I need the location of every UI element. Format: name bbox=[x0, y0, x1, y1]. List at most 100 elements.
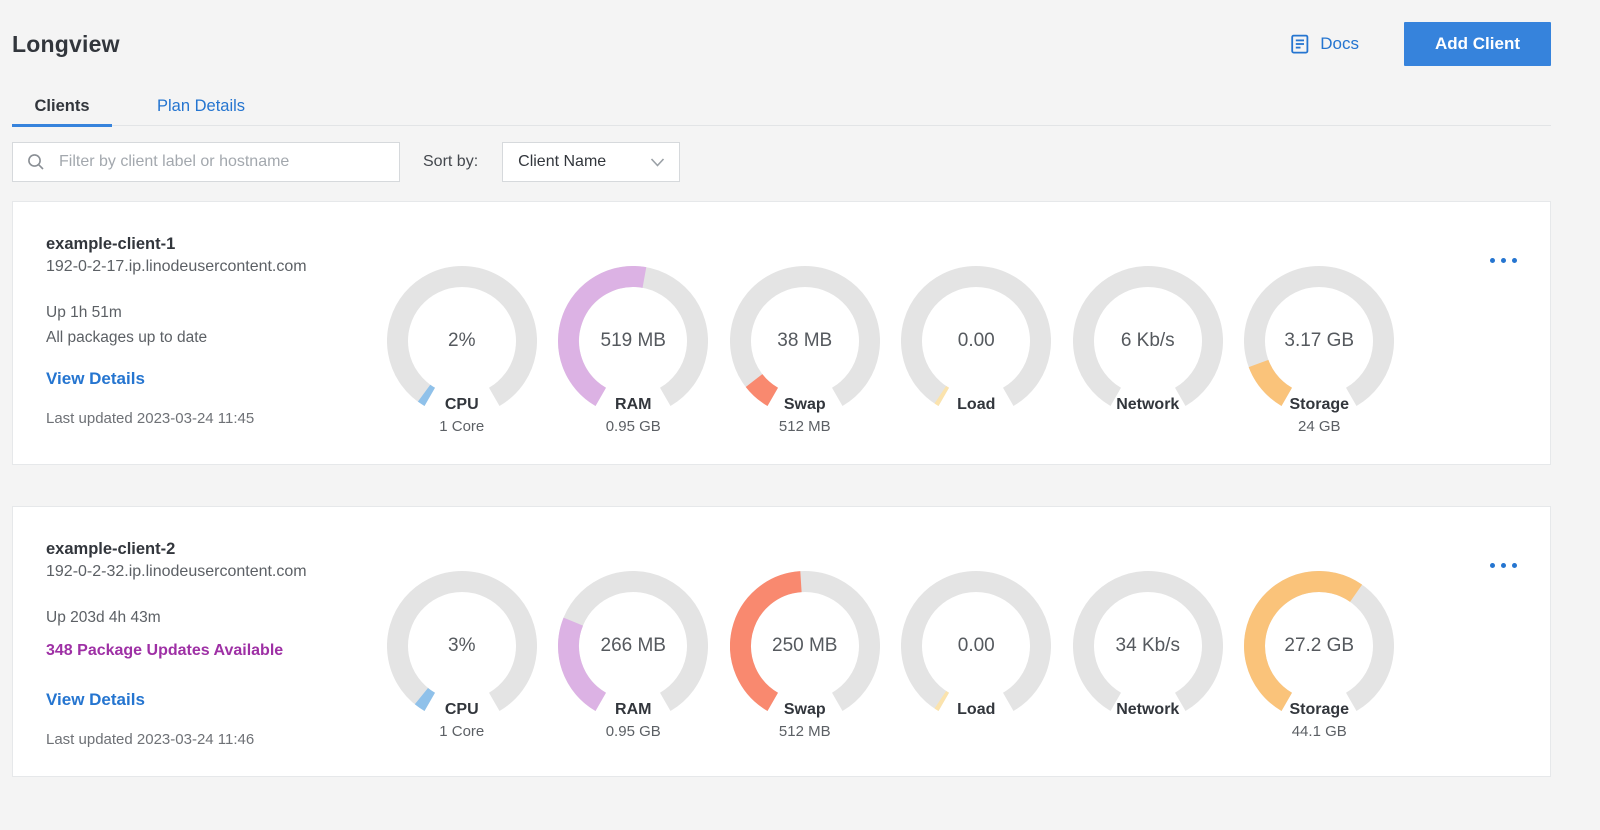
gauge-metric-label: Load bbox=[957, 396, 996, 413]
sort-by-label: Sort by: bbox=[423, 153, 479, 170]
gauge-swap: 38 MB Swap 512 MB bbox=[719, 266, 891, 436]
docs-link[interactable]: Docs bbox=[1289, 33, 1359, 55]
client-hostname: 192-0-2-17.ip.linodeusercontent.com bbox=[46, 258, 307, 275]
gauge-row: 2% CPU 1 Core 519 MB RAM 0.95 GB bbox=[376, 266, 1405, 436]
filter-row: Sort by: Client Name bbox=[12, 142, 1551, 182]
gauge-network: 6 Kb/s Network bbox=[1062, 266, 1234, 436]
search-box bbox=[12, 142, 400, 182]
longview-page: Longview Docs Add Client Clients Plan De… bbox=[12, 0, 1551, 777]
gauge-metric-label: Network bbox=[1116, 701, 1180, 718]
gauge-metric-label: Storage bbox=[1289, 701, 1350, 718]
page-title: Longview bbox=[12, 30, 120, 57]
docs-link-label: Docs bbox=[1320, 34, 1359, 53]
dot bbox=[1490, 563, 1495, 568]
gauge-cpu: 2% CPU 1 Core bbox=[376, 266, 548, 436]
client-packages-status: All packages up to date bbox=[46, 329, 208, 346]
gauge-metric-label: RAM bbox=[615, 396, 652, 413]
gauge-sublabel: 1 Core bbox=[439, 418, 485, 435]
load-gauge-chart: 0.00 bbox=[901, 266, 1052, 416]
network-gauge-chart: 34 Kb/s bbox=[1072, 571, 1223, 721]
gauge-value: 519 MB bbox=[600, 330, 666, 351]
gauge-value: 250 MB bbox=[772, 635, 838, 656]
cpu-gauge-chart: 2% bbox=[386, 266, 537, 416]
gauge-load: 0.00 Load bbox=[891, 571, 1063, 748]
ram-gauge-chart: 266 MB bbox=[558, 571, 709, 721]
cpu-gauge-chart: 3% bbox=[386, 571, 537, 721]
client-filter-input[interactable] bbox=[12, 142, 400, 182]
dot bbox=[1501, 258, 1506, 263]
gauge-metric-label: RAM bbox=[615, 701, 652, 718]
gauge-sublabel: 44.1 GB bbox=[1291, 723, 1347, 740]
gauge-metric-label: Swap bbox=[783, 701, 826, 718]
gauge-metric-label: Network bbox=[1116, 396, 1180, 413]
gauge-value: 266 MB bbox=[600, 635, 666, 656]
gauge-network: 34 Kb/s Network bbox=[1062, 571, 1234, 748]
gauge-sublabel: 24 GB bbox=[1297, 418, 1341, 435]
client-name: example-client-1 bbox=[46, 235, 176, 253]
gauge-value: 3% bbox=[448, 635, 476, 656]
gauge-value: 3.17 GB bbox=[1284, 330, 1355, 351]
view-details-link[interactable]: View Details bbox=[46, 690, 145, 709]
load-gauge-chart: 0.00 bbox=[901, 571, 1052, 721]
client-hostname: 192-0-2-32.ip.linodeusercontent.com bbox=[46, 563, 307, 580]
gauge-ram: 519 MB RAM 0.95 GB bbox=[548, 266, 720, 436]
add-client-button[interactable]: Add Client bbox=[1404, 22, 1551, 66]
docs-icon bbox=[1289, 33, 1311, 55]
storage-gauge-chart: 27.2 GB bbox=[1244, 571, 1395, 721]
chevron-down-icon bbox=[650, 157, 665, 167]
client-uptime: Up 203d 4h 43m bbox=[46, 609, 161, 626]
storage-gauge-chart: 3.17 GB bbox=[1244, 266, 1395, 416]
gauge-storage: 3.17 GB Storage 24 GB bbox=[1234, 266, 1406, 436]
swap-gauge-chart: 38 MB bbox=[729, 266, 880, 416]
gauge-sublabel: 512 MB bbox=[778, 418, 831, 435]
client-last-updated: Last updated 2023-03-24 11:46 bbox=[46, 731, 255, 748]
sort-select-value: Client Name bbox=[518, 153, 607, 170]
search-icon bbox=[27, 153, 45, 176]
client-uptime: Up 1h 51m bbox=[46, 304, 122, 321]
client-card: example-client-2 192-0-2-32.ip.linodeuse… bbox=[12, 506, 1551, 777]
tab-bar: Clients Plan Details bbox=[12, 88, 1551, 127]
gauge-value: 2% bbox=[448, 330, 476, 351]
view-details-link[interactable]: View Details bbox=[46, 369, 145, 388]
client-name: example-client-2 bbox=[46, 540, 176, 558]
gauge-sublabel: 0.95 GB bbox=[605, 723, 661, 740]
client-info: example-client-2 192-0-2-32.ip.linodeuse… bbox=[46, 540, 376, 748]
gauge-value: 38 MB bbox=[777, 330, 833, 351]
gauge-row: 3% CPU 1 Core 266 MB RAM 0.95 GB bbox=[376, 571, 1405, 748]
swap-gauge-chart: 250 MB bbox=[729, 571, 880, 721]
gauge-storage: 27.2 GB Storage 44.1 GB bbox=[1234, 571, 1406, 748]
dot bbox=[1512, 563, 1517, 568]
client-card: example-client-1 192-0-2-17.ip.linodeuse… bbox=[12, 201, 1551, 465]
gauge-value: 0.00 bbox=[957, 330, 995, 351]
gauge-value: 0.00 bbox=[957, 635, 995, 656]
gauge-cpu: 3% CPU 1 Core bbox=[376, 571, 548, 748]
ram-gauge-chart: 519 MB bbox=[558, 266, 709, 416]
gauge-metric-label: Load bbox=[957, 701, 996, 718]
client-last-updated: Last updated 2023-03-24 11:45 bbox=[46, 410, 255, 427]
gauge-value: 34 Kb/s bbox=[1115, 635, 1180, 656]
gauge-swap: 250 MB Swap 512 MB bbox=[719, 571, 891, 748]
gauge-sublabel: 0.95 GB bbox=[605, 418, 661, 435]
header-actions: Docs Add Client bbox=[1289, 22, 1551, 66]
client-actions-menu[interactable] bbox=[1490, 540, 1517, 580]
gauge-metric-label: Storage bbox=[1289, 396, 1350, 413]
tab-clients[interactable]: Clients bbox=[12, 88, 112, 127]
gauge-value: 27.2 GB bbox=[1284, 635, 1355, 656]
dot bbox=[1490, 258, 1495, 263]
gauge-sublabel: 512 MB bbox=[778, 723, 831, 740]
client-packages-status: 348 Package Updates Available bbox=[46, 642, 284, 659]
gauge-value: 6 Kb/s bbox=[1120, 330, 1175, 351]
network-gauge-chart: 6 Kb/s bbox=[1072, 266, 1223, 416]
dot bbox=[1501, 563, 1506, 568]
sort-select[interactable]: Client Name bbox=[502, 142, 681, 182]
gauge-load: 0.00 Load bbox=[891, 266, 1063, 436]
gauge-metric-label: CPU bbox=[444, 701, 479, 718]
tab-plan-details[interactable]: Plan Details bbox=[157, 97, 246, 115]
client-actions-menu[interactable] bbox=[1490, 235, 1517, 275]
gauge-metric-label: CPU bbox=[444, 396, 479, 413]
client-info: example-client-1 192-0-2-17.ip.linodeuse… bbox=[46, 235, 376, 436]
gauge-ram: 266 MB RAM 0.95 GB bbox=[548, 571, 720, 748]
gauge-metric-label: Swap bbox=[783, 396, 826, 413]
page-header: Longview Docs Add Client bbox=[12, 0, 1551, 66]
dot bbox=[1512, 258, 1517, 263]
